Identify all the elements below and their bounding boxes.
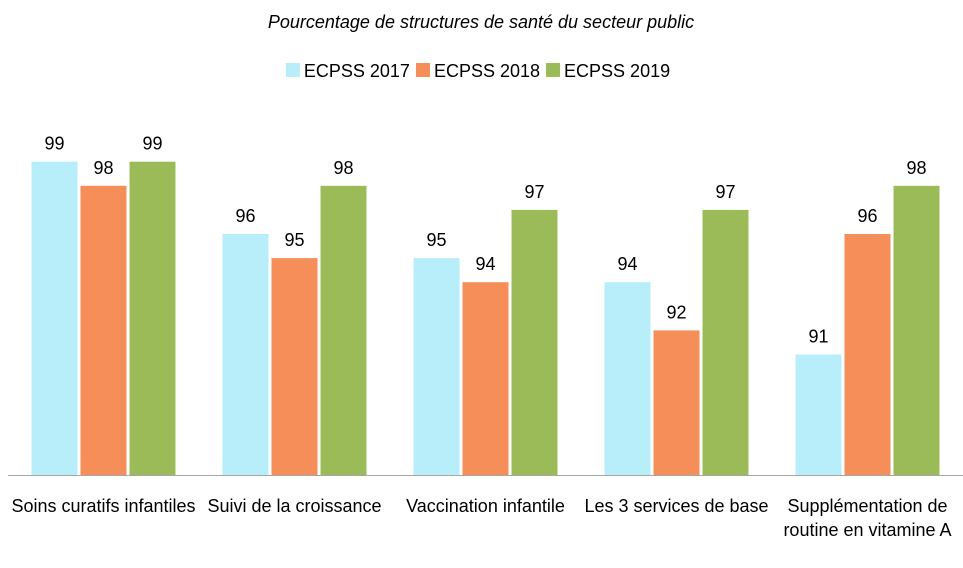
bar	[462, 282, 509, 475]
legend-label: ECPSS 2017	[304, 61, 410, 81]
legend-swatch	[285, 63, 300, 77]
legend-swatch	[415, 63, 430, 77]
data-label: 98	[333, 158, 353, 178]
data-label: 94	[475, 254, 495, 274]
legend-label: ECPSS 2018	[434, 61, 540, 81]
data-label: 98	[906, 158, 926, 178]
data-label: 91	[808, 327, 828, 347]
bar	[80, 185, 127, 476]
bar	[271, 258, 318, 475]
bar	[511, 209, 558, 475]
bar	[702, 209, 749, 475]
x-tick-label: Vaccination infantile	[406, 496, 565, 516]
data-label: 95	[284, 230, 304, 250]
x-tick-label: Supplémentation de routine en vitamine A	[783, 496, 952, 540]
bar	[129, 161, 176, 475]
bar	[222, 234, 269, 475]
bar	[31, 161, 78, 475]
data-label: 97	[715, 182, 735, 202]
x-tick-label: Soins curatifs infantiles	[11, 496, 196, 516]
data-label: 96	[857, 206, 877, 226]
data-label: 92	[666, 302, 686, 322]
data-label: 99	[44, 134, 64, 154]
bar	[413, 258, 460, 475]
x-tick-label: Suivi de la croissance	[207, 496, 382, 516]
data-label: 95	[426, 230, 446, 250]
bar	[653, 330, 700, 475]
bar	[320, 185, 367, 476]
bar	[893, 185, 940, 476]
legend-label: ECPSS 2019	[564, 61, 670, 81]
data-label: 94	[617, 254, 637, 274]
data-label: 98	[93, 158, 113, 178]
bar	[844, 234, 891, 475]
legend-swatch	[546, 63, 561, 77]
chart-title: Pourcentage de structures de santé du se…	[268, 12, 694, 32]
data-label: 97	[524, 182, 544, 202]
bar	[604, 282, 651, 475]
data-label: 96	[235, 206, 255, 226]
x-tick-label: Les 3 services de base	[584, 496, 769, 516]
bar	[795, 354, 842, 475]
data-label: 99	[142, 134, 162, 154]
